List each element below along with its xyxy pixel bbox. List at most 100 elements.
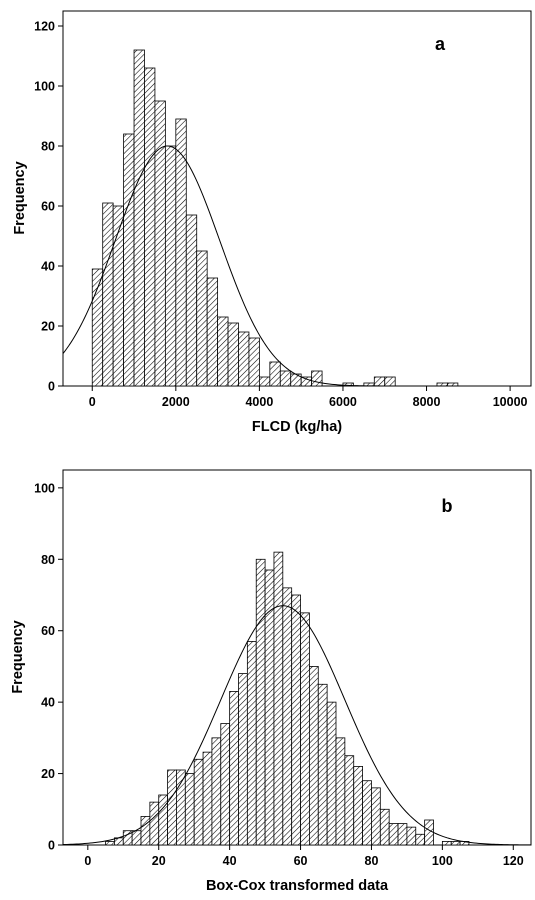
panel-label-a: a <box>435 34 446 54</box>
bar-a-7 <box>164 145 177 387</box>
y-tick-label-b-60: 60 <box>41 624 55 638</box>
bar-a-4 <box>133 49 145 387</box>
x-tick-label-b-40: 40 <box>223 854 237 868</box>
bar-a-13 <box>227 322 239 387</box>
bar-a-17 <box>269 361 281 387</box>
bar-b-5 <box>140 816 151 846</box>
y-axis-title-b: Frequency <box>10 620 26 693</box>
bar-b-30 <box>362 780 372 846</box>
normal-curve-b <box>62 605 532 846</box>
bar-b-24 <box>309 666 319 846</box>
x-tick-label-b-80: 80 <box>365 854 379 868</box>
bar-a-18 <box>279 370 292 387</box>
y-axis-ticks-a: 0 20 40 60 80 100 120 <box>34 20 63 394</box>
x-tick-label-a-0: 0 <box>89 395 96 409</box>
normal-curve-a <box>62 145 531 387</box>
bar-a-0 <box>91 268 104 387</box>
x-tick-label-b-0: 0 <box>84 854 91 868</box>
bar-b-10 <box>184 773 195 846</box>
bar-a-6 <box>154 100 166 387</box>
y-tick-label-b-0: 0 <box>48 839 55 853</box>
x-tick-label-a-10000: 10000 <box>493 395 528 409</box>
bar-b-12 <box>202 751 213 846</box>
bar-b-14 <box>220 723 231 846</box>
y-tick-label-b-20: 20 <box>41 767 55 781</box>
bar-a-16 <box>258 376 271 387</box>
y-tick-label-b-80: 80 <box>41 553 55 567</box>
bar-a-12 <box>217 316 229 387</box>
bar-b-17 <box>246 641 257 846</box>
bar-a-27 <box>373 376 386 387</box>
bar-b-36 <box>415 833 426 846</box>
bar-b-25 <box>317 683 328 846</box>
bar-a-28 <box>384 376 396 387</box>
x-tick-label-b-120: 120 <box>503 854 524 868</box>
x-tick-label-a-8000: 8000 <box>413 395 441 409</box>
histogram-panel-a: 0 2000 4000 6000 8000 10000 0 20 40 60 80 100 120 a… <box>12 10 532 435</box>
bar-b-37 <box>424 819 434 846</box>
bar-b-18 <box>255 558 266 846</box>
bar-b-27 <box>335 737 346 846</box>
y-tick-label-a-100: 100 <box>34 80 55 94</box>
bar-b-11 <box>193 758 204 846</box>
bar-b-6 <box>149 801 160 846</box>
bar-a-15 <box>248 337 260 387</box>
bar-b-28 <box>344 755 355 846</box>
x-tick-label-b-100: 100 <box>432 854 453 868</box>
bar-b-40 <box>450 841 461 846</box>
bar-a-14 <box>238 331 250 387</box>
bar-a-10 <box>196 250 208 387</box>
x-axis-ticks-b: 0 20 40 60 80 100 120 <box>84 845 524 868</box>
bar-b-34 <box>397 823 408 846</box>
bar-a-24 <box>342 382 354 387</box>
y-axis-title-a: Frequency <box>12 161 28 234</box>
bar-b-8 <box>167 769 177 846</box>
bar-b-13 <box>211 737 222 846</box>
bar-a-21 <box>311 370 323 387</box>
y-axis-ticks-b: 0 20 40 60 80 100 <box>34 481 63 853</box>
bar-a-5 <box>144 67 156 387</box>
bar-b-21 <box>282 587 293 846</box>
bar-a-20 <box>300 376 313 387</box>
y-tick-label-b-100: 100 <box>34 481 55 495</box>
y-tick-label-a-40: 40 <box>41 260 55 274</box>
bar-b-4 <box>131 830 142 846</box>
bar-b-33 <box>388 823 399 846</box>
bar-a-11 <box>206 277 219 387</box>
bar-b-15 <box>229 691 239 846</box>
x-tick-label-a-2000: 2000 <box>162 395 190 409</box>
x-axis-title-a: FLCD (kg/ha) <box>252 419 342 435</box>
bars-b <box>105 551 470 846</box>
bar-b-26 <box>326 701 337 846</box>
bar-b-1 <box>105 841 115 846</box>
histogram-panel-b: 0 20 40 60 80 100 120 0 20 40 60 80 100 b Box-Cox t… <box>10 469 532 894</box>
bars-a <box>91 49 459 387</box>
x-tick-label-a-6000: 6000 <box>329 395 357 409</box>
y-tick-label-a-120: 120 <box>34 20 55 34</box>
bar-b-9 <box>176 769 186 846</box>
y-tick-label-a-60: 60 <box>41 200 55 214</box>
y-tick-label-a-80: 80 <box>41 140 55 154</box>
bar-b-7 <box>158 794 168 846</box>
bar-a-9 <box>185 214 198 387</box>
bar-b-22 <box>291 594 301 846</box>
bar-b-23 <box>300 612 310 846</box>
bar-b-20 <box>273 551 284 846</box>
bar-b-35 <box>406 826 417 846</box>
x-tick-label-a-4000: 4000 <box>245 395 273 409</box>
x-axis-ticks-a: 0 2000 4000 6000 8000 10000 <box>89 386 528 409</box>
y-tick-label-b-40: 40 <box>41 696 55 710</box>
bar-b-31 <box>371 787 381 846</box>
bar-b-39 <box>441 841 452 846</box>
bar-b-29 <box>353 766 363 846</box>
bar-b-16 <box>238 673 248 846</box>
x-tick-label-b-60: 60 <box>294 854 308 868</box>
y-tick-label-a-20: 20 <box>41 320 55 334</box>
panel-label-b: b <box>442 496 453 516</box>
y-tick-label-a-0: 0 <box>48 380 55 394</box>
bar-a-1 <box>102 202 114 387</box>
x-axis-title-b: Box-Cox transformed data <box>206 878 389 894</box>
x-tick-label-b-20: 20 <box>152 854 166 868</box>
